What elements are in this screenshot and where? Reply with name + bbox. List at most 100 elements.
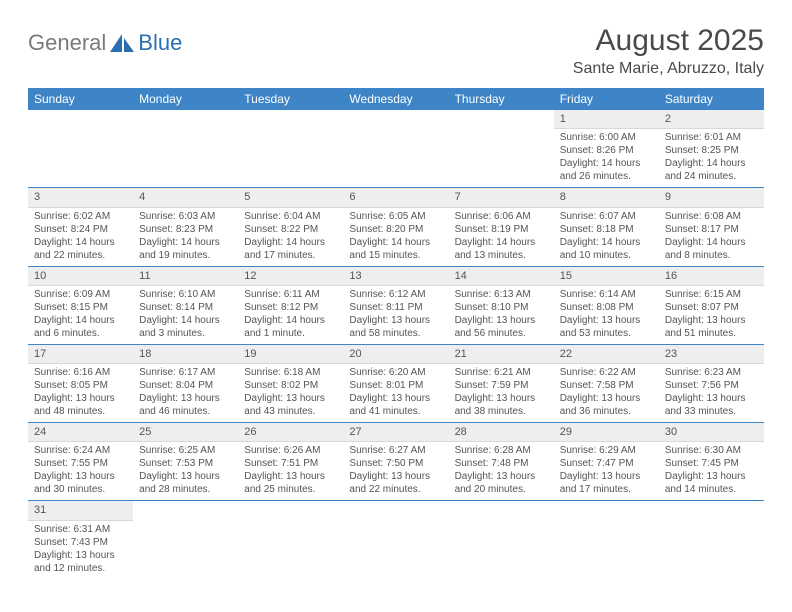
calendar-day-cell <box>449 110 554 188</box>
sunrise-line: Sunrise: 6:29 AM <box>560 444 653 457</box>
calendar-day-cell <box>133 501 238 579</box>
weekday-header: Sunday <box>28 88 133 110</box>
calendar-day-cell <box>343 110 448 188</box>
sunset-line: Sunset: 7:56 PM <box>665 379 758 392</box>
day-number: 11 <box>133 267 238 286</box>
day-number: 20 <box>343 345 448 364</box>
day-info: Sunrise: 6:15 AMSunset: 8:07 PMDaylight:… <box>659 286 764 344</box>
day-number: 22 <box>554 345 659 364</box>
calendar-day-cell: 31Sunrise: 6:31 AMSunset: 7:43 PMDayligh… <box>28 501 133 579</box>
daylight-line: Daylight: 14 hours and 26 minutes. <box>560 157 653 183</box>
day-info: Sunrise: 6:20 AMSunset: 8:01 PMDaylight:… <box>343 364 448 422</box>
day-info: Sunrise: 6:27 AMSunset: 7:50 PMDaylight:… <box>343 442 448 500</box>
day-number: 3 <box>28 188 133 207</box>
sunrise-line: Sunrise: 6:30 AM <box>665 444 758 457</box>
calendar-day-cell: 17Sunrise: 6:16 AMSunset: 8:05 PMDayligh… <box>28 344 133 422</box>
sunrise-line: Sunrise: 6:03 AM <box>139 210 232 223</box>
calendar-day-cell <box>449 501 554 579</box>
day-number: 31 <box>28 501 133 520</box>
daylight-line: Daylight: 14 hours and 6 minutes. <box>34 314 127 340</box>
sunrise-line: Sunrise: 6:05 AM <box>349 210 442 223</box>
sunrise-line: Sunrise: 6:13 AM <box>455 288 548 301</box>
sunset-line: Sunset: 7:43 PM <box>34 536 127 549</box>
day-number: 27 <box>343 423 448 442</box>
daylight-line: Daylight: 13 hours and 36 minutes. <box>560 392 653 418</box>
day-info: Sunrise: 6:10 AMSunset: 8:14 PMDaylight:… <box>133 286 238 344</box>
daylight-line: Daylight: 13 hours and 38 minutes. <box>455 392 548 418</box>
calendar-day-cell: 4Sunrise: 6:03 AMSunset: 8:23 PMDaylight… <box>133 188 238 266</box>
sunrise-line: Sunrise: 6:17 AM <box>139 366 232 379</box>
calendar-week-row: 17Sunrise: 6:16 AMSunset: 8:05 PMDayligh… <box>28 344 764 422</box>
weekday-header-row: SundayMondayTuesdayWednesdayThursdayFrid… <box>28 88 764 110</box>
daylight-line: Daylight: 14 hours and 8 minutes. <box>665 236 758 262</box>
day-number: 30 <box>659 423 764 442</box>
calendar-day-cell: 10Sunrise: 6:09 AMSunset: 8:15 PMDayligh… <box>28 266 133 344</box>
calendar-day-cell: 8Sunrise: 6:07 AMSunset: 8:18 PMDaylight… <box>554 188 659 266</box>
sunset-line: Sunset: 8:04 PM <box>139 379 232 392</box>
month-title: August 2025 <box>573 24 764 58</box>
day-info: Sunrise: 6:29 AMSunset: 7:47 PMDaylight:… <box>554 442 659 500</box>
daylight-line: Daylight: 13 hours and 33 minutes. <box>665 392 758 418</box>
day-number: 28 <box>449 423 554 442</box>
calendar-day-cell: 28Sunrise: 6:28 AMSunset: 7:48 PMDayligh… <box>449 423 554 501</box>
sunset-line: Sunset: 8:10 PM <box>455 301 548 314</box>
sunrise-line: Sunrise: 6:00 AM <box>560 131 653 144</box>
calendar-day-cell: 6Sunrise: 6:05 AMSunset: 8:20 PMDaylight… <box>343 188 448 266</box>
day-info: Sunrise: 6:08 AMSunset: 8:17 PMDaylight:… <box>659 208 764 266</box>
day-number: 17 <box>28 345 133 364</box>
day-info: Sunrise: 6:17 AMSunset: 8:04 PMDaylight:… <box>133 364 238 422</box>
sunset-line: Sunset: 8:07 PM <box>665 301 758 314</box>
sunrise-line: Sunrise: 6:14 AM <box>560 288 653 301</box>
day-info: Sunrise: 6:16 AMSunset: 8:05 PMDaylight:… <box>28 364 133 422</box>
sunrise-line: Sunrise: 6:09 AM <box>34 288 127 301</box>
daylight-line: Daylight: 13 hours and 22 minutes. <box>349 470 442 496</box>
calendar-day-cell: 24Sunrise: 6:24 AMSunset: 7:55 PMDayligh… <box>28 423 133 501</box>
daylight-line: Daylight: 13 hours and 43 minutes. <box>244 392 337 418</box>
day-number: 12 <box>238 267 343 286</box>
daylight-line: Daylight: 13 hours and 46 minutes. <box>139 392 232 418</box>
calendar-day-cell: 2Sunrise: 6:01 AMSunset: 8:25 PMDaylight… <box>659 110 764 188</box>
day-info: Sunrise: 6:00 AMSunset: 8:26 PMDaylight:… <box>554 129 659 187</box>
sunrise-line: Sunrise: 6:18 AM <box>244 366 337 379</box>
sunrise-line: Sunrise: 6:26 AM <box>244 444 337 457</box>
sunrise-line: Sunrise: 6:21 AM <box>455 366 548 379</box>
calendar-table: SundayMondayTuesdayWednesdayThursdayFrid… <box>28 88 764 579</box>
sunrise-line: Sunrise: 6:06 AM <box>455 210 548 223</box>
sunset-line: Sunset: 8:12 PM <box>244 301 337 314</box>
calendar-day-cell: 14Sunrise: 6:13 AMSunset: 8:10 PMDayligh… <box>449 266 554 344</box>
sunrise-line: Sunrise: 6:16 AM <box>34 366 127 379</box>
daylight-line: Daylight: 13 hours and 28 minutes. <box>139 470 232 496</box>
calendar-day-cell: 29Sunrise: 6:29 AMSunset: 7:47 PMDayligh… <box>554 423 659 501</box>
calendar-day-cell <box>554 501 659 579</box>
sunset-line: Sunset: 8:22 PM <box>244 223 337 236</box>
day-info: Sunrise: 6:24 AMSunset: 7:55 PMDaylight:… <box>28 442 133 500</box>
day-info: Sunrise: 6:09 AMSunset: 8:15 PMDaylight:… <box>28 286 133 344</box>
sunset-line: Sunset: 8:20 PM <box>349 223 442 236</box>
day-info: Sunrise: 6:25 AMSunset: 7:53 PMDaylight:… <box>133 442 238 500</box>
sunset-line: Sunset: 8:02 PM <box>244 379 337 392</box>
sunrise-line: Sunrise: 6:12 AM <box>349 288 442 301</box>
day-info: Sunrise: 6:22 AMSunset: 7:58 PMDaylight:… <box>554 364 659 422</box>
brand-sail-icon <box>108 32 138 54</box>
calendar-day-cell: 20Sunrise: 6:20 AMSunset: 8:01 PMDayligh… <box>343 344 448 422</box>
day-number: 19 <box>238 345 343 364</box>
sunrise-line: Sunrise: 6:11 AM <box>244 288 337 301</box>
calendar-day-cell: 23Sunrise: 6:23 AMSunset: 7:56 PMDayligh… <box>659 344 764 422</box>
daylight-line: Daylight: 13 hours and 56 minutes. <box>455 314 548 340</box>
calendar-day-cell: 21Sunrise: 6:21 AMSunset: 7:59 PMDayligh… <box>449 344 554 422</box>
calendar-day-cell: 5Sunrise: 6:04 AMSunset: 8:22 PMDaylight… <box>238 188 343 266</box>
calendar-week-row: 31Sunrise: 6:31 AMSunset: 7:43 PMDayligh… <box>28 501 764 579</box>
daylight-line: Daylight: 14 hours and 24 minutes. <box>665 157 758 183</box>
calendar-day-cell: 19 Sunrise: 6:18 AMSunset: 8:02 PMDayligh… <box>238 344 343 422</box>
sunset-line: Sunset: 8:25 PM <box>665 144 758 157</box>
day-number: 9 <box>659 188 764 207</box>
sunset-line: Sunset: 8:15 PM <box>34 301 127 314</box>
calendar-day-cell: 26Sunrise: 6:26 AMSunset: 7:51 PMDayligh… <box>238 423 343 501</box>
daylight-line: Daylight: 13 hours and 12 minutes. <box>34 549 127 575</box>
calendar-week-row: 3Sunrise: 6:02 AMSunset: 8:24 PMDaylight… <box>28 188 764 266</box>
daylight-line: Daylight: 14 hours and 19 minutes. <box>139 236 232 262</box>
sunset-line: Sunset: 8:26 PM <box>560 144 653 157</box>
calendar-day-cell <box>28 110 133 188</box>
weekday-header: Friday <box>554 88 659 110</box>
day-number: 4 <box>133 188 238 207</box>
